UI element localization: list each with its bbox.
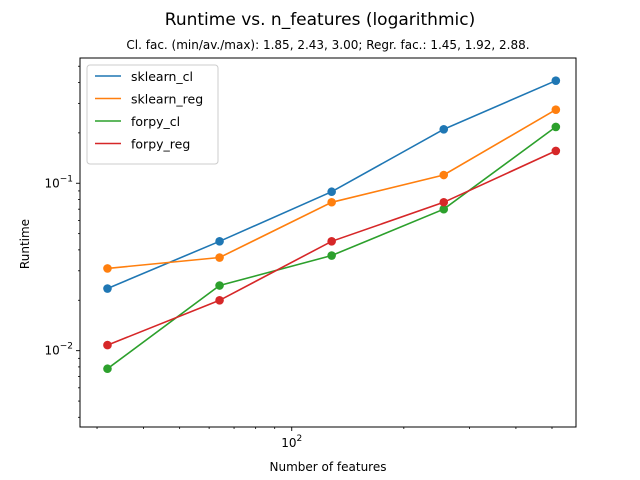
- data-point-forpy_cl: [327, 251, 336, 260]
- chart-title: Runtime vs. n_features (logarithmic): [165, 10, 475, 30]
- plot-area: 102 10−2 10−1 sklearn_cl sklearn_reg forpy_cl…: [44, 57, 577, 450]
- y-tick-label: 10−1: [44, 174, 73, 190]
- data-point-forpy_cl: [551, 122, 561, 132]
- x-axis-label: Number of features: [270, 460, 387, 474]
- data-point-sklearn_reg: [551, 105, 561, 115]
- legend-label-forpy_cl: forpy_cl: [131, 114, 180, 129]
- series-line-forpy_reg: [107, 150, 557, 346]
- y-axis-label: Runtime: [18, 219, 32, 269]
- legend-label-forpy_reg: forpy_reg: [131, 137, 190, 152]
- data-point-sklearn_cl: [215, 237, 224, 246]
- data-point-forpy_cl: [439, 204, 449, 214]
- x-tick-label: 102: [281, 434, 302, 450]
- data-point-sklearn_cl: [103, 284, 112, 293]
- data-point-forpy_reg: [103, 340, 112, 350]
- data-point-forpy_reg: [215, 295, 224, 305]
- data-point-sklearn_reg: [327, 197, 336, 207]
- data-point-forpy_reg: [551, 146, 561, 156]
- chart-subtitle: Cl. fac. (min/av./max): 1.85, 2.43, 3.00…: [126, 38, 529, 52]
- data-point-sklearn_cl: [439, 125, 449, 134]
- y-tick-label: 10−2: [44, 342, 73, 358]
- data-point-sklearn_reg: [439, 170, 449, 180]
- data-point-sklearn_reg: [215, 253, 224, 262]
- data-point-sklearn_cl: [327, 187, 336, 197]
- data-point-forpy_cl: [215, 281, 224, 290]
- data-point-sklearn_reg: [103, 264, 112, 273]
- data-point-forpy_cl: [103, 364, 112, 374]
- data-point-sklearn_cl: [551, 76, 561, 85]
- axes-frame: [79, 57, 577, 428]
- legend-label-sklearn_reg: sklearn_reg: [131, 92, 203, 107]
- legend-box: [86, 64, 219, 165]
- legend-label-sklearn_cl: sklearn_cl: [131, 69, 193, 84]
- data-point-forpy_reg: [327, 237, 336, 246]
- data-point-forpy_reg: [439, 197, 449, 207]
